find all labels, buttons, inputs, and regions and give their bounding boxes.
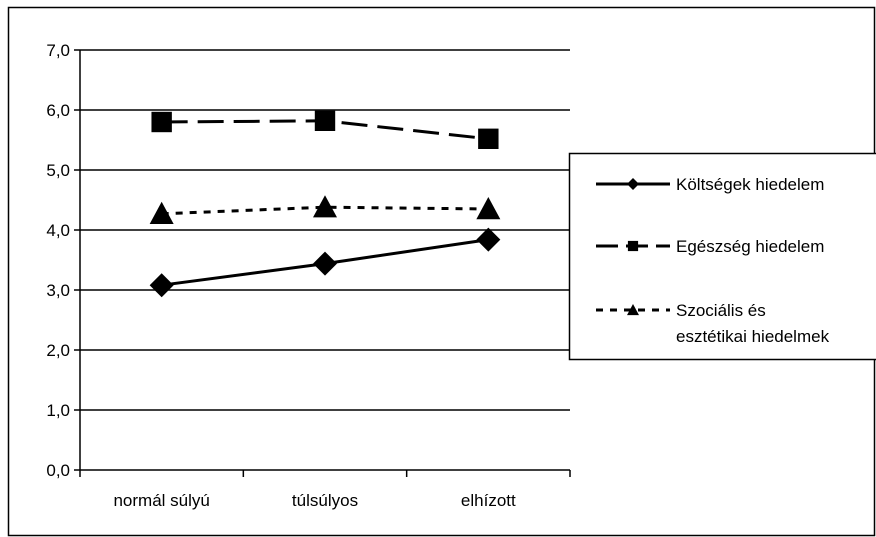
data-point — [151, 111, 172, 133]
legend-label: Költségek hiedelem — [676, 175, 824, 194]
series-line — [161, 205, 489, 216]
data-point — [149, 201, 174, 224]
y-tick-label: 6,0 — [46, 101, 70, 120]
legend-marker — [627, 304, 639, 316]
data-point — [313, 195, 337, 218]
legend-label: Egészség hiedelem — [676, 237, 824, 256]
legend-label: esztétikai hiedelmek — [676, 327, 830, 346]
y-tick-label: 0,0 — [46, 461, 70, 480]
data-point — [476, 227, 501, 252]
legend-box — [568, 152, 876, 361]
legend-entry-1: Költségek hiedelem — [596, 175, 824, 194]
series-1 — [149, 227, 501, 298]
legend-entry-3: Szociális és esztétikai hiedelmek — [596, 301, 830, 346]
data-point — [478, 128, 499, 149]
data-point — [149, 273, 174, 298]
series-2 — [151, 110, 499, 149]
series — [149, 110, 501, 298]
data-point — [476, 197, 501, 220]
x-tick-label: túlsúlyos — [292, 491, 358, 510]
gridlines — [74, 49, 570, 471]
series-3 — [149, 195, 501, 224]
y-tick-label: 2,0 — [46, 341, 70, 360]
y-tick-label: 3,0 — [46, 281, 70, 300]
x-tick-label: elhízott — [461, 491, 516, 510]
y-tick-labels: 0,0 1,0 2,0 3,0 4,0 5,0 6,0 7,0 — [46, 41, 70, 480]
y-tick-label: 1,0 — [46, 401, 70, 420]
data-point — [314, 110, 336, 131]
y-tick-label: 5,0 — [46, 161, 70, 180]
legend: Költségek hiedelem Egészség hiedelem Szoci… — [568, 152, 876, 361]
legend-marker — [627, 240, 639, 252]
data-point — [313, 251, 337, 276]
y-tick-label: 7,0 — [46, 41, 70, 60]
x-tick-label: normál súlyú — [113, 491, 209, 510]
legend-label: Szociális és — [676, 301, 766, 320]
legend-marker — [627, 178, 639, 190]
y-tick-label: 4,0 — [46, 221, 70, 240]
legend-entry-2: Egészség hiedelem — [596, 237, 824, 256]
axes — [79, 50, 571, 477]
x-tick-labels: normál súlyú túlsúlyos elhízott — [113, 491, 516, 510]
